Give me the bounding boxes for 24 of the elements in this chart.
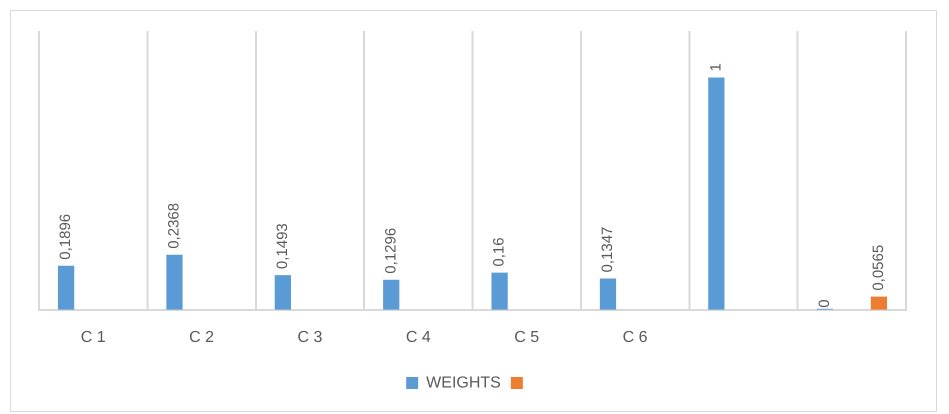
bar bbox=[491, 272, 508, 310]
bar bbox=[870, 296, 888, 310]
legend-label: WEIGHTS bbox=[426, 374, 501, 392]
bar bbox=[708, 77, 724, 310]
data-label: 0,1896 bbox=[57, 214, 74, 260]
data-label: 0,1347 bbox=[599, 226, 616, 273]
x-tick-label: C 5 bbox=[514, 328, 540, 346]
bar bbox=[600, 278, 616, 310]
bar bbox=[58, 266, 74, 310]
x-tick-label: C 4 bbox=[406, 328, 431, 346]
data-label: 1 bbox=[707, 63, 724, 72]
data-label: 0,0565 bbox=[870, 244, 888, 291]
bar bbox=[274, 275, 291, 310]
x-tick-label: C 6 bbox=[622, 328, 648, 346]
data-label: 0,1296 bbox=[382, 228, 400, 274]
bar bbox=[166, 254, 183, 310]
x-tick-label: C 3 bbox=[297, 328, 322, 346]
bar bbox=[383, 280, 400, 310]
data-label: 0 bbox=[816, 299, 833, 308]
data-label: 0,2368 bbox=[166, 202, 183, 249]
data-label: 0,16 bbox=[490, 237, 508, 267]
data-label: 0,1493 bbox=[274, 223, 291, 270]
x-tick-label: C 1 bbox=[80, 328, 106, 346]
x-tick-label: C 2 bbox=[189, 328, 214, 346]
